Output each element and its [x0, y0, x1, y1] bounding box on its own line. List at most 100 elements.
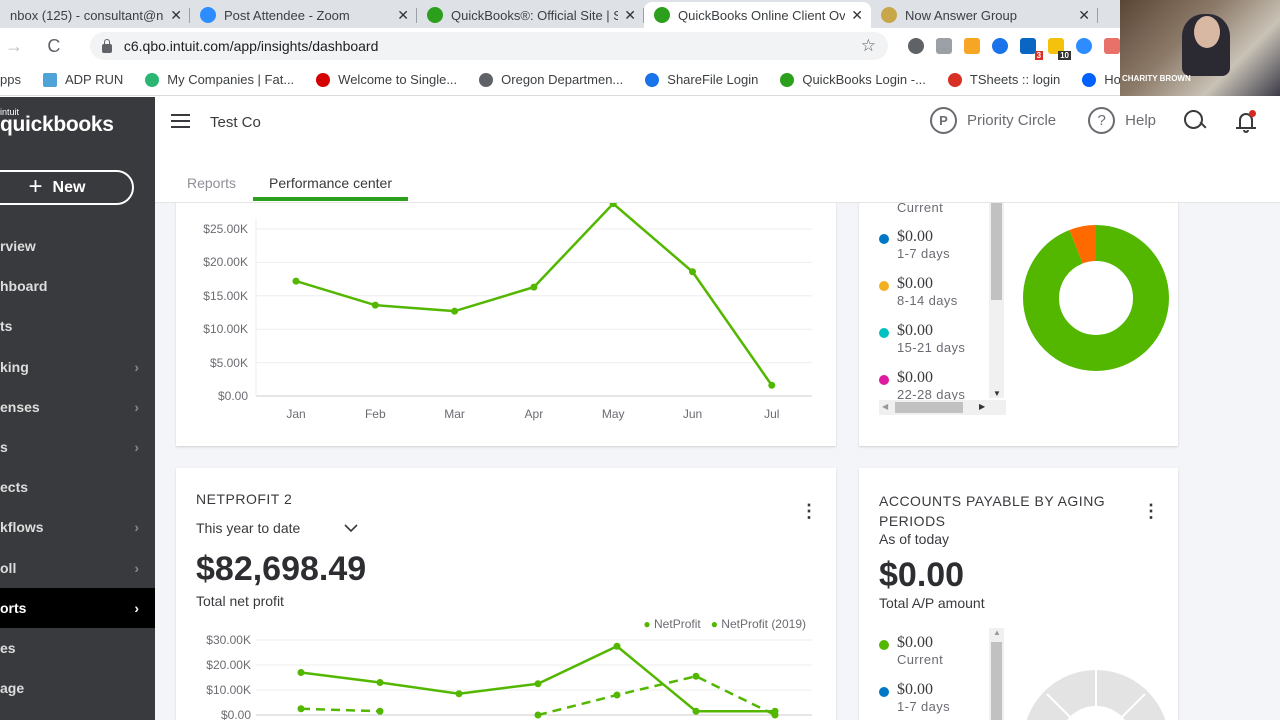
bookmark-favicon-icon — [145, 72, 160, 87]
close-tab-icon[interactable]: ✕ — [170, 6, 182, 23]
period-dropdown[interactable]: This year to date — [196, 520, 358, 536]
sidebar-item[interactable]: king › — [0, 347, 155, 387]
x-axis-tick: Apr — [524, 407, 544, 421]
tab-favicon-icon — [427, 7, 443, 23]
legend-label: 15-21 days — [897, 340, 966, 355]
aging-legend-item: $0.00 15-21 days — [879, 322, 965, 369]
intuit-label: intuit — [0, 107, 20, 117]
browser-tab[interactable]: QuickBooks®: Official Site | S ✕ — [417, 2, 644, 28]
netprofit-line-chart — [256, 639, 812, 719]
ar-legend-horizontal-scrollbar[interactable]: ◀ ▶ — [879, 400, 1006, 415]
aging-legend-item: $0.00 8-14 days — [879, 275, 965, 322]
y-axis-tick: $20.00K — [206, 658, 251, 672]
legend-label: 22-28 days — [897, 387, 966, 402]
sidebar-item[interactable]: oll › — [0, 548, 155, 588]
extension-badge: 3 — [1034, 51, 1044, 60]
bookmark-favicon-icon — [645, 72, 660, 87]
sidebar-item[interactable]: ts — [0, 306, 155, 346]
legend-netprofit-2019[interactable]: ● NetProfit (2019) — [710, 617, 806, 631]
close-tab-icon[interactable]: ✕ — [624, 6, 636, 23]
bookmark-item[interactable]: TSheets :: login — [947, 72, 1060, 87]
bookmark-favicon-icon — [479, 72, 494, 87]
sidebar-item[interactable]: hboard — [0, 266, 155, 306]
ap-aging-subtitle: As of today — [879, 531, 950, 547]
bookmark-item[interactable]: QuickBooks Login -... — [780, 72, 926, 87]
bookmark-item[interactable]: Welcome to Single... — [316, 72, 457, 87]
legend-dot — [879, 234, 889, 244]
sidebar-item[interactable]: enses › — [0, 387, 155, 427]
new-button[interactable]: + New — [0, 170, 134, 205]
screen-extension-icon[interactable] — [936, 38, 953, 54]
bookmark-item[interactable]: ShareFile Login — [645, 72, 758, 87]
sidebar-item[interactable]: ects — [0, 467, 155, 507]
bookmark-item[interactable]: Oregon Departmen... — [479, 72, 623, 87]
browser-tab[interactable]: Post Attendee - Zoom ✕ — [190, 2, 417, 28]
bookmark-extension-icon[interactable] — [992, 38, 1009, 54]
sidebar-item-label: ts — [0, 318, 13, 335]
forward-button[interactable]: → — [4, 35, 23, 56]
legend-dot — [879, 640, 889, 650]
sidebar-item-label: enses — [0, 398, 40, 415]
sidebar-item[interactable]: age — [0, 668, 155, 708]
quickbooks-logo[interactable]: intuit quickbooks — [0, 107, 114, 141]
tag-extension-icon[interactable] — [964, 38, 981, 54]
tab-performance-center[interactable]: Performance center — [253, 167, 408, 201]
bookmark-favicon-icon — [1082, 72, 1097, 87]
zoom-extension-icon[interactable] — [1076, 38, 1093, 54]
linkedin-extension-icon[interactable]: 3 — [1020, 38, 1044, 60]
sidebar-item[interactable]: rview — [0, 226, 155, 266]
ap-donut-chart-empty — [1026, 670, 1166, 720]
y-axis-tick: $10.00K — [203, 322, 248, 337]
priority-circle-link[interactable]: P Priority Circle — [929, 107, 1057, 134]
y-axis-tick: $20.00K — [203, 255, 248, 270]
page-header: Test Co P Priority Circle ? Help Reports… — [155, 97, 1280, 203]
bookmark-star-icon[interactable]: ☆ — [860, 36, 877, 55]
sidebar-item[interactable]: orts › — [0, 587, 155, 628]
legend-label: 1-7 days — [897, 699, 951, 714]
legend-label: 8-14 days — [897, 293, 958, 308]
legend-netprofit[interactable]: ● NetProfit — [643, 617, 701, 631]
ap-aging-menu-icon[interactable]: ⋮ — [1142, 501, 1160, 521]
legend-amount: $0.00 — [897, 275, 933, 292]
sidebar-item[interactable]: es — [0, 628, 155, 668]
y-axis-tick: $15.00K — [203, 288, 248, 303]
help-label: Help — [1125, 112, 1156, 129]
browser-tab[interactable]: nbox (125) - consultant@now ✕ — [0, 2, 190, 28]
sidebar-item[interactable]: kflows › — [0, 507, 155, 547]
aging-legend-item: $0.00 1-7 days — [879, 228, 965, 275]
tab-title: nbox (125) - consultant@now — [10, 7, 165, 23]
tab-reports[interactable]: Reports — [187, 175, 237, 191]
bookmark-item[interactable]: pps — [0, 72, 21, 87]
x-axis-tick: Jan — [286, 407, 306, 421]
help-button[interactable]: ? Help — [1088, 107, 1156, 134]
sidebar-item[interactable]: s › — [0, 427, 155, 467]
priority-circle-label: Priority Circle — [966, 112, 1057, 129]
bookmark-item[interactable]: ADP RUN — [42, 72, 123, 87]
url-bar[interactable]: c6.qbo.intuit.com/app/insights/dashboard… — [89, 32, 889, 60]
browser-tab[interactable]: Now Answer Group ✕ — [871, 2, 1098, 28]
y-axis-tick: $10.00K — [206, 683, 251, 697]
hamburger-menu-icon[interactable] — [171, 114, 190, 132]
notification-bell-icon[interactable] — [1236, 109, 1256, 133]
bookmark-item[interactable]: My Companies | Fat... — [145, 72, 294, 87]
donut-slice[interactable] — [1023, 225, 1169, 371]
close-tab-icon[interactable]: ✕ — [397, 6, 409, 23]
help-icon: ? — [1088, 107, 1116, 134]
circle-extension-icon[interactable] — [908, 38, 925, 54]
search-icon[interactable] — [1184, 109, 1206, 132]
reload-button[interactable]: C — [47, 35, 61, 56]
pdf-extension-icon[interactable] — [1104, 38, 1121, 54]
ar-legend-vertical-scrollbar[interactable]: ▼ — [989, 203, 1004, 398]
video-overlay: CHARITY BROWN — [1120, 0, 1280, 96]
bookmark-label: pps — [0, 72, 21, 87]
sidebar-item-label: rview — [0, 238, 36, 254]
close-tab-icon[interactable]: ✕ — [851, 6, 863, 23]
tab-title: Now Answer Group — [905, 7, 1017, 23]
lock-icon — [101, 38, 112, 53]
browser-tab[interactable]: QuickBooks Online Client Over ✕ — [644, 2, 871, 28]
x-axis-tick: Jun — [682, 407, 703, 421]
close-tab-icon[interactable]: ✕ — [1078, 6, 1090, 23]
calendar-extension-icon[interactable]: 10 — [1048, 38, 1072, 60]
ap-legend-vertical-scrollbar[interactable]: ▲ — [989, 628, 1004, 720]
bookmark-favicon-icon — [316, 72, 331, 87]
